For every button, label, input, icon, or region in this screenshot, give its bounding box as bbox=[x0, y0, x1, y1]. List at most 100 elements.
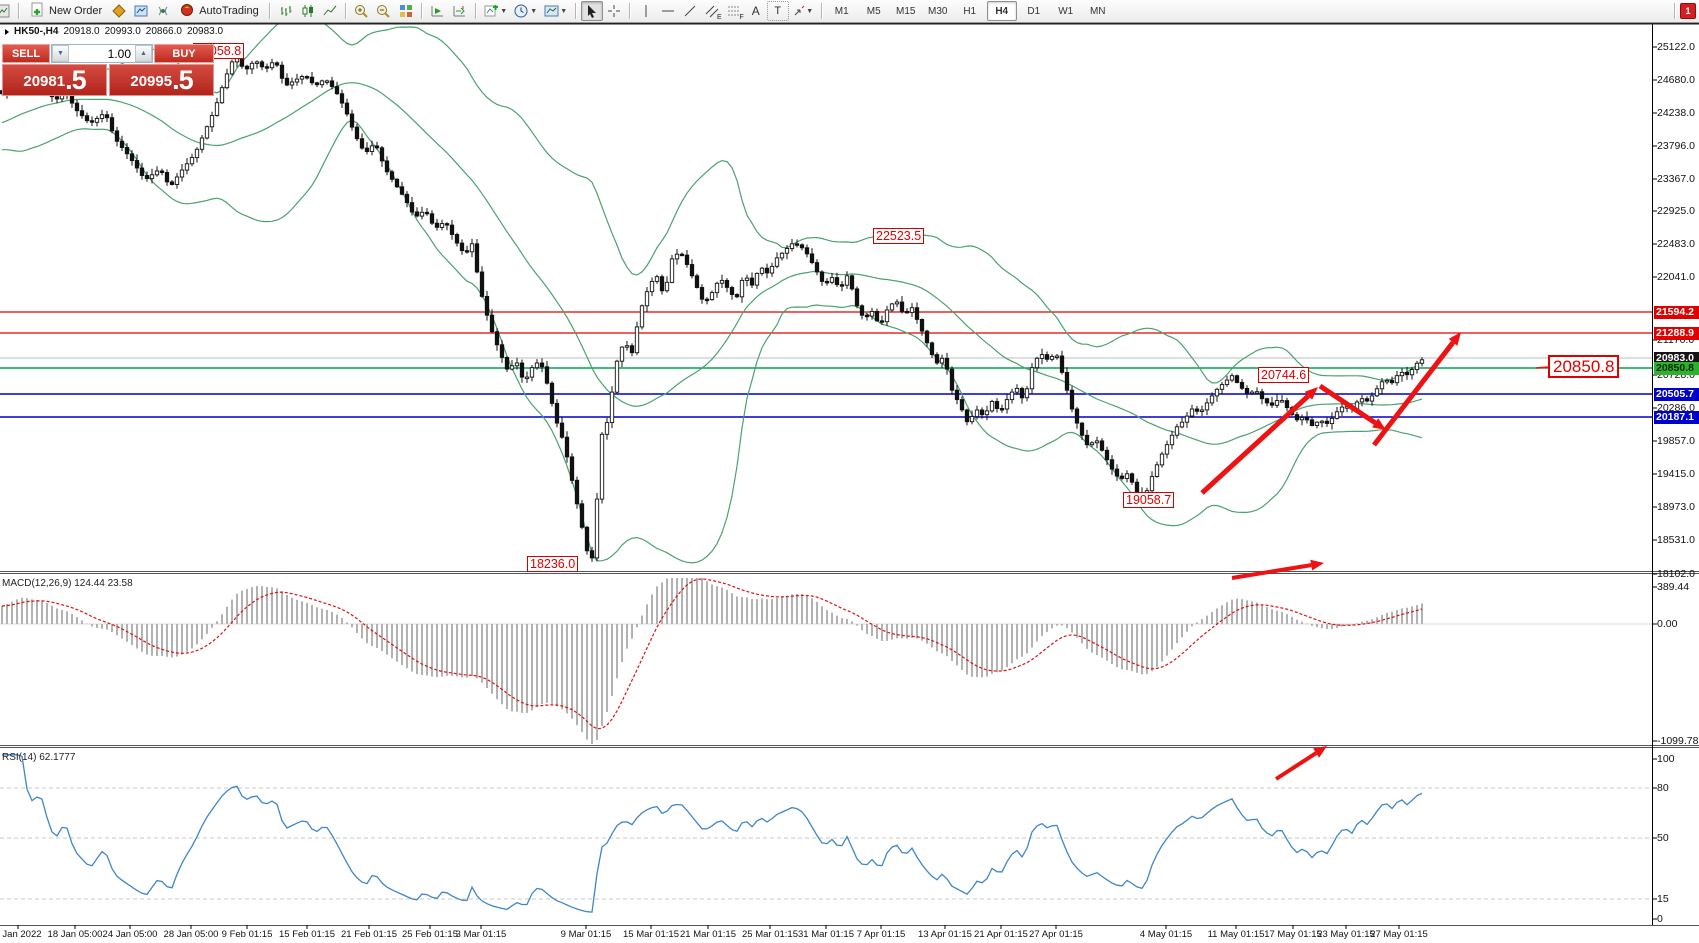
cursor-tool-icon[interactable] bbox=[580, 1, 603, 21]
timeframe-mn[interactable]: MN bbox=[1089, 5, 1106, 17]
macd-axis-tick[interactable]: 0.00 bbox=[1657, 618, 1678, 630]
fibonacci-tool-icon[interactable]: F bbox=[723, 1, 745, 21]
indicators-icon[interactable]: ▼ bbox=[481, 1, 511, 21]
chart-window-icon[interactable] bbox=[0, 1, 14, 21]
time-axis-label[interactable]: 21 Mar 01:15 bbox=[680, 929, 736, 940]
time-axis-label[interactable]: 18 Jan 05:00 bbox=[47, 929, 103, 940]
timeframe-d1[interactable]: D1 bbox=[1027, 5, 1041, 17]
bar-chart-type-icon[interactable] bbox=[275, 1, 297, 21]
arrow-shaft[interactable] bbox=[1231, 563, 1312, 580]
rsi-axis-tick[interactable]: 0 bbox=[1657, 913, 1663, 925]
price-axis-tick[interactable]: 23367.0 bbox=[1657, 173, 1695, 185]
time-axis-label[interactable]: 25 Mar 01:15 bbox=[742, 929, 798, 940]
price-axis-tick[interactable]: 24238.0 bbox=[1657, 107, 1695, 119]
timeframe-m15[interactable]: M15 bbox=[895, 5, 916, 17]
price-axis-tick[interactable]: 20728.0 bbox=[1657, 369, 1695, 381]
price-axis-tick[interactable]: 19415.0 bbox=[1657, 468, 1695, 480]
price-axis-tick[interactable]: 23796.0 bbox=[1657, 140, 1695, 152]
time-axis-label[interactable]: 31 Mar 01:15 bbox=[798, 929, 854, 940]
price-axis-tick[interactable]: 18102.0 bbox=[1657, 568, 1695, 580]
crosshair-tool-icon[interactable] bbox=[603, 1, 625, 21]
tile-windows-icon[interactable] bbox=[395, 1, 417, 21]
signal-icon[interactable] bbox=[152, 1, 174, 21]
price-axis-tick[interactable]: 25122.0 bbox=[1657, 41, 1695, 53]
volume-input[interactable] bbox=[69, 45, 135, 62]
time-axis-label[interactable]: 13 Apr 01:15 bbox=[918, 929, 972, 940]
price-axis-tick[interactable]: 21170.0 bbox=[1657, 334, 1695, 346]
vertical-line-tool-icon[interactable] bbox=[635, 1, 657, 21]
price-axis-tick[interactable]: 22925.0 bbox=[1657, 205, 1695, 217]
time-axis-label[interactable]: 25 Feb 01:15 bbox=[402, 929, 458, 940]
price-axis-badge[interactable]: 20505.7 bbox=[1654, 387, 1699, 401]
arrow-shaft[interactable] bbox=[1318, 383, 1377, 425]
time-axis-label[interactable]: 2 Jan 2022 bbox=[0, 929, 42, 940]
time-axis-label[interactable]: 17 May 01:15 bbox=[1264, 929, 1322, 940]
time-axis-label[interactable]: 27 Apr 01:15 bbox=[1029, 929, 1083, 940]
time-axis-label[interactable]: 11 May 01:15 bbox=[1207, 929, 1265, 940]
price-axis-tick[interactable]: 18973.0 bbox=[1657, 501, 1695, 513]
timeframe-h1[interactable]: H1 bbox=[963, 5, 977, 17]
arrow-shaft[interactable] bbox=[1372, 340, 1456, 447]
time-axis-label[interactable]: 15 Mar 01:15 bbox=[623, 929, 679, 940]
timeframe-h4[interactable]: H4 bbox=[986, 1, 1017, 21]
price-axis-tick[interactable]: 22483.0 bbox=[1657, 238, 1695, 250]
text-tool-icon[interactable]: A bbox=[745, 1, 767, 21]
zoom-out-icon[interactable] bbox=[373, 1, 395, 21]
chart-shift-icon[interactable] bbox=[427, 1, 449, 21]
zoom-in-icon[interactable] bbox=[351, 1, 373, 21]
templates-icon[interactable]: ▼ bbox=[541, 1, 571, 21]
macd-axis-tick[interactable]: 389.44 bbox=[1657, 581, 1690, 593]
time-axis-label[interactable]: 3 Mar 01:15 bbox=[455, 929, 507, 940]
price-axis-badge[interactable]: 20983.0 bbox=[1654, 351, 1699, 365]
time-axis-label[interactable]: 27 May 01:15 bbox=[1370, 929, 1428, 940]
new-order-button[interactable]: New Order bbox=[24, 0, 108, 22]
volume-increase-button[interactable]: ▲ bbox=[135, 45, 152, 62]
arrows-tool-icon[interactable]: ▼ bbox=[789, 1, 817, 21]
time-axis-label[interactable]: 7 Apr 01:15 bbox=[856, 929, 906, 940]
rsi-axis-tick[interactable]: 80 bbox=[1657, 782, 1669, 794]
price-label-22523.5[interactable]: 22523.5 bbox=[873, 228, 925, 244]
buy-price-display[interactable]: 20995 .5 bbox=[109, 64, 214, 96]
price-label-19058.7[interactable]: 19058.7 bbox=[1123, 492, 1175, 508]
price-axis-badge[interactable]: 21594.2 bbox=[1654, 305, 1699, 319]
expert-advisor-icon[interactable] bbox=[130, 1, 152, 21]
price-callout-20850[interactable]: 20850.8 bbox=[1548, 355, 1620, 378]
styles-icon[interactable] bbox=[108, 1, 130, 21]
price-axis-tick[interactable]: 20286.0 bbox=[1657, 402, 1695, 414]
volume-decrease-button[interactable]: ▼ bbox=[52, 45, 69, 62]
horizontal-line-tool-icon[interactable] bbox=[657, 1, 679, 21]
timeframe-w1[interactable]: W1 bbox=[1058, 5, 1074, 17]
rsi-axis-tick[interactable]: 100 bbox=[1657, 753, 1675, 765]
time-axis-label[interactable]: 24 Jan 05:00 bbox=[102, 929, 158, 940]
arrow-shaft[interactable] bbox=[1200, 393, 1311, 495]
text-label-tool-icon[interactable]: T bbox=[766, 1, 789, 21]
timeframe-m1[interactable]: M1 bbox=[834, 5, 849, 17]
buy-button[interactable]: BUY bbox=[154, 44, 214, 63]
horizontal-lines[interactable] bbox=[0, 311, 1652, 418]
time-axis-label[interactable]: 28 Jan 05:00 bbox=[163, 929, 219, 940]
time-axis-label[interactable]: 9 Mar 01:15 bbox=[560, 929, 612, 940]
time-axis-label[interactable]: 15 Feb 01:15 bbox=[279, 929, 335, 940]
time-axis-label[interactable]: 4 May 01:15 bbox=[1139, 929, 1193, 940]
price-label-18236.0[interactable]: 18236.0 bbox=[527, 556, 579, 572]
time-axis-label[interactable]: 21 Apr 01:15 bbox=[974, 929, 1028, 940]
time-axis-label[interactable]: 23 May 01:15 bbox=[1317, 929, 1375, 940]
auto-scroll-icon[interactable] bbox=[449, 1, 471, 21]
price-axis-tick[interactable]: 18531.0 bbox=[1657, 534, 1695, 546]
timeframe-m5[interactable]: M5 bbox=[866, 5, 881, 17]
price-axis-badge[interactable]: 21288.9 bbox=[1654, 326, 1699, 340]
alert-badge[interactable]: 1 bbox=[1680, 3, 1696, 19]
price-axis-badge[interactable]: 20850.8 bbox=[1654, 361, 1699, 375]
line-chart-type-icon[interactable] bbox=[319, 1, 341, 21]
price-label-20744.6[interactable]: 20744.6 bbox=[1258, 367, 1310, 383]
channel-tool-icon[interactable]: E bbox=[701, 1, 723, 21]
autotrading-button[interactable]: AutoTrading bbox=[174, 0, 265, 22]
price-axis-tick[interactable]: 22041.0 bbox=[1657, 271, 1695, 283]
arrow-shaft[interactable] bbox=[1274, 751, 1318, 781]
periods-icon[interactable]: ▼ bbox=[511, 1, 541, 21]
time-axis-label[interactable]: 9 Feb 01:15 bbox=[221, 929, 273, 940]
time-axis-label[interactable]: 21 Feb 01:15 bbox=[341, 929, 397, 940]
timeframe-m30[interactable]: M30 bbox=[927, 5, 948, 17]
rsi-axis-tick[interactable]: 50 bbox=[1657, 832, 1669, 844]
candlestick-type-icon[interactable] bbox=[297, 1, 319, 21]
